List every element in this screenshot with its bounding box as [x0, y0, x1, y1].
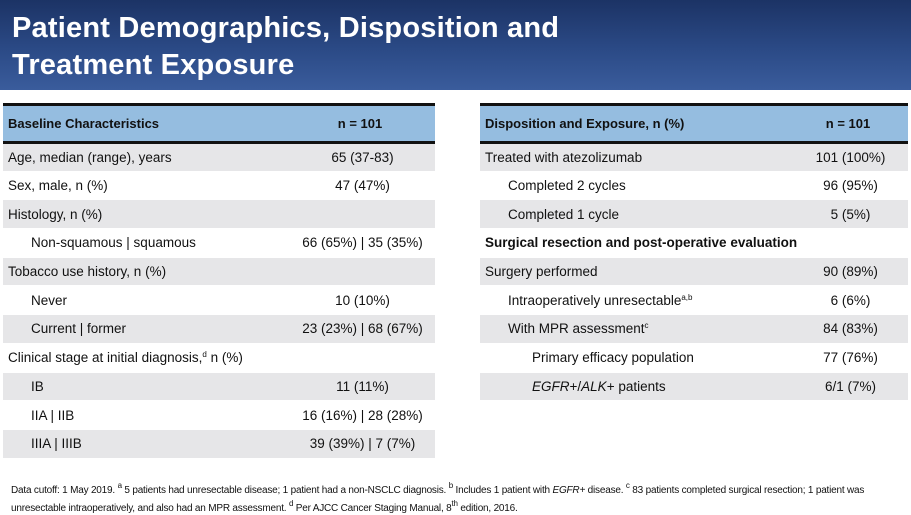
row-value [285, 257, 435, 287]
row-value: 90 (89%) [788, 257, 908, 287]
label-text: With MPR assessment [508, 321, 645, 337]
row-label: EGFR+/ALK+ patients [480, 372, 788, 402]
row-label: IB [3, 372, 285, 402]
row-label: Treated with atezolizumab [480, 142, 788, 172]
table-row: Never 10 (10%) [3, 285, 435, 316]
label-text: Clinical stage at initial diagnosis, [8, 350, 203, 366]
title-line-1: Patient Demographics, Disposition and [12, 12, 560, 44]
table-row: With MPR assessmentc 84 (83%) [480, 314, 908, 344]
section-label: Surgical resection and post-operative ev… [480, 228, 908, 258]
row-label: Non-squamous | squamous [3, 228, 285, 258]
table-row: IIIA | IIIB 39 (39%) | 7 (7%) [3, 429, 435, 459]
gene-name: EGFR [532, 378, 570, 394]
title-bar: Patient Demographics, Disposition and Tre… [0, 0, 911, 90]
table-row: IB 11 (11%) [3, 372, 435, 402]
row-label: Intraoperatively unresectablea,b [480, 285, 788, 316]
table-row: Surgical resection and post-operative ev… [480, 228, 908, 258]
label-text: +/ [569, 378, 582, 394]
row-value: 6 (6%) [788, 285, 908, 316]
table-row: Surgery performed 90 (89%) [480, 257, 908, 287]
column-header: n = 101 [285, 103, 435, 144]
table-row: IIA | IIB 16 (16%) | 28 (28%) [3, 400, 435, 430]
label-text: + patients [606, 378, 666, 394]
row-value: 11 (11%) [285, 372, 435, 402]
table-row: Treated with atezolizumab 101 (100%) [480, 142, 908, 172]
table-row: Current | former 23 (23%) | 68 (67%) [3, 314, 435, 344]
column-header: Baseline Characteristics [3, 103, 285, 144]
table-header: Disposition and Exposure, n (%) n = 101 [480, 103, 908, 144]
row-value: 77 (76%) [788, 343, 908, 373]
row-value: 66 (65%) | 35 (35%) [285, 228, 435, 258]
row-value: 5 (5%) [788, 199, 908, 230]
row-label: Primary efficacy population [480, 343, 788, 373]
table-row: Completed 2 cycles 96 (95%) [480, 171, 908, 201]
row-value: 16 (16%) | 28 (28%) [285, 400, 435, 430]
row-value: 39 (39%) | 7 (7%) [285, 429, 435, 459]
table-row: EGFR+/ALK+ patients 6/1 (7%) [480, 372, 908, 402]
row-value [285, 343, 435, 373]
row-label: IIA | IIB [3, 400, 285, 430]
page-title: Patient Demographics, Disposition and Tre… [12, 10, 559, 84]
footnote: Data cutoff: 1 May 2019. a 5 patients ha… [11, 481, 865, 514]
table-row: Histology, n (%) [3, 199, 435, 230]
row-label: IIIA | IIIB [3, 429, 285, 459]
gene-name: ALK [581, 378, 607, 394]
column-header: n = 101 [788, 103, 908, 144]
row-label: Clinical stage at initial diagnosis,d n … [3, 343, 285, 373]
row-label: Tobacco use history, n (%) [3, 257, 285, 287]
title-line-2: Treatment Exposure [12, 49, 295, 81]
table-row: Clinical stage at initial diagnosis,d n … [3, 343, 435, 373]
row-value: 23 (23%) | 68 (67%) [285, 314, 435, 344]
row-label: Completed 1 cycle [480, 199, 788, 230]
row-value: 96 (95%) [788, 171, 908, 201]
table-row: Intraoperatively unresectablea,b 6 (6%) [480, 285, 908, 316]
table-header: Baseline Characteristics n = 101 [3, 103, 435, 144]
footnote-marker: a,b [681, 292, 693, 302]
footnote-marker: c [644, 321, 649, 331]
table-row: Sex, male, n (%) 47 (47%) [3, 171, 435, 201]
row-label: Completed 2 cycles [480, 171, 788, 201]
row-label: Age, median (range), years [3, 142, 285, 172]
row-value [285, 199, 435, 230]
row-value: 101 (100%) [788, 142, 908, 172]
row-label: Current | former [3, 314, 285, 344]
disposition-exposure-table: Disposition and Exposure, n (%) n = 101 T… [480, 103, 908, 402]
row-value: 47 (47%) [285, 171, 435, 201]
row-value: 65 (37-83) [285, 142, 435, 172]
row-value: 6/1 (7%) [788, 372, 908, 402]
table-row: Age, median (range), years 65 (37-83) [3, 142, 435, 172]
baseline-characteristics-table: Baseline Characteristics n = 101 Age, med… [3, 103, 435, 459]
footnote-marker: d [202, 350, 207, 360]
row-label: Sex, male, n (%) [3, 171, 285, 201]
row-value: 84 (83%) [788, 314, 908, 344]
label-text: Intraoperatively unresectable [508, 292, 682, 308]
row-label: Never [3, 285, 285, 316]
column-header: Disposition and Exposure, n (%) [480, 103, 788, 144]
table-row: Non-squamous | squamous 66 (65%) | 35 (35… [3, 228, 435, 258]
table-row: Primary efficacy population 77 (76%) [480, 343, 908, 373]
table-row: Completed 1 cycle 5 (5%) [480, 199, 908, 230]
row-label: Surgery performed [480, 257, 788, 287]
label-text: n (%) [206, 350, 243, 366]
table-row: Tobacco use history, n (%) [3, 257, 435, 287]
row-label: With MPR assessmentc [480, 314, 788, 344]
row-value: 10 (10%) [285, 285, 435, 316]
row-label: Histology, n (%) [3, 199, 285, 230]
